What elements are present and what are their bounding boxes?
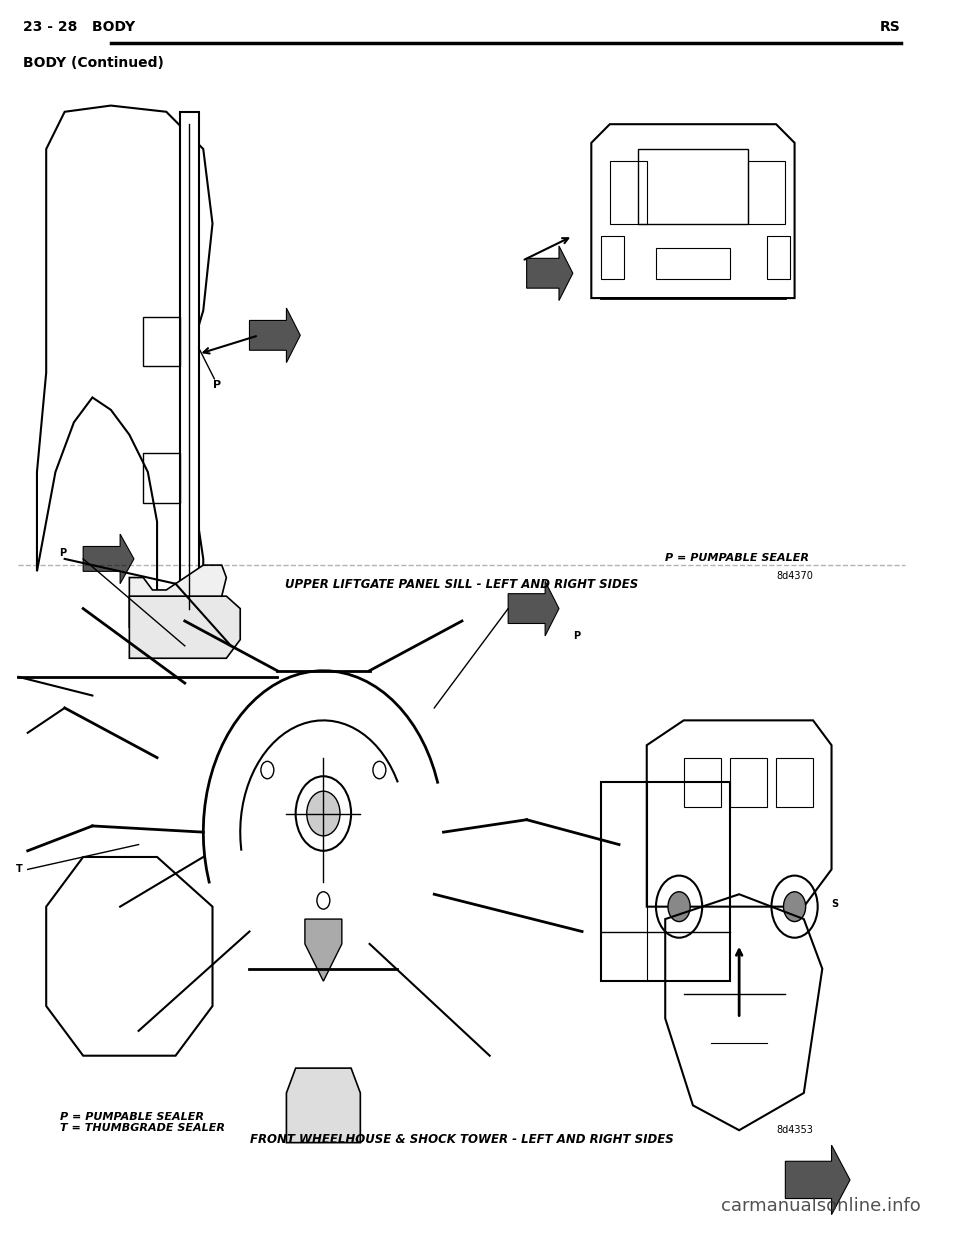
Text: RS: RS	[880, 20, 900, 34]
Circle shape	[261, 761, 274, 779]
Bar	[776, 758, 813, 807]
Bar	[601, 782, 730, 981]
Bar	[601, 236, 624, 279]
Circle shape	[783, 892, 805, 922]
Text: 8d4353: 8d4353	[777, 1125, 813, 1135]
Bar	[610, 161, 647, 224]
Bar	[637, 149, 749, 224]
Polygon shape	[286, 1068, 360, 1143]
Polygon shape	[180, 112, 199, 621]
Bar	[749, 161, 785, 224]
Text: P = PUMPABLE SEALER
T = THUMBGRADE SEALER: P = PUMPABLE SEALER T = THUMBGRADE SEALE…	[60, 1112, 225, 1133]
Bar	[730, 758, 767, 807]
Polygon shape	[130, 596, 240, 658]
Text: FRONT WHEELHOUSE & SHOCK TOWER - LEFT AND RIGHT SIDES: FRONT WHEELHOUSE & SHOCK TOWER - LEFT AN…	[251, 1133, 674, 1145]
Text: P: P	[60, 548, 66, 558]
Polygon shape	[527, 246, 573, 301]
Polygon shape	[508, 581, 559, 636]
Circle shape	[372, 761, 386, 779]
Text: P: P	[213, 380, 221, 390]
Bar	[656, 248, 730, 279]
Text: T: T	[16, 864, 23, 874]
Bar	[684, 758, 721, 807]
Text: UPPER LIFTGATE PANEL SILL - LEFT AND RIGHT SIDES: UPPER LIFTGATE PANEL SILL - LEFT AND RIG…	[285, 578, 638, 590]
Circle shape	[668, 892, 690, 922]
Polygon shape	[84, 534, 134, 584]
Text: BODY (Continued): BODY (Continued)	[23, 56, 164, 70]
Polygon shape	[305, 919, 342, 981]
Polygon shape	[130, 565, 227, 627]
Text: 8d4370: 8d4370	[777, 571, 813, 581]
Bar	[143, 317, 180, 366]
Text: S: S	[831, 899, 839, 909]
Polygon shape	[785, 1145, 850, 1215]
Text: carmanualsonline.info: carmanualsonline.info	[721, 1197, 921, 1215]
Text: P = PUMPABLE SEALER: P = PUMPABLE SEALER	[665, 553, 809, 563]
Circle shape	[317, 892, 330, 909]
Text: 23 - 28   BODY: 23 - 28 BODY	[23, 20, 135, 34]
Bar	[143, 453, 180, 503]
Circle shape	[307, 791, 340, 836]
Polygon shape	[250, 308, 300, 363]
Text: P: P	[573, 631, 580, 641]
Bar	[767, 236, 790, 279]
